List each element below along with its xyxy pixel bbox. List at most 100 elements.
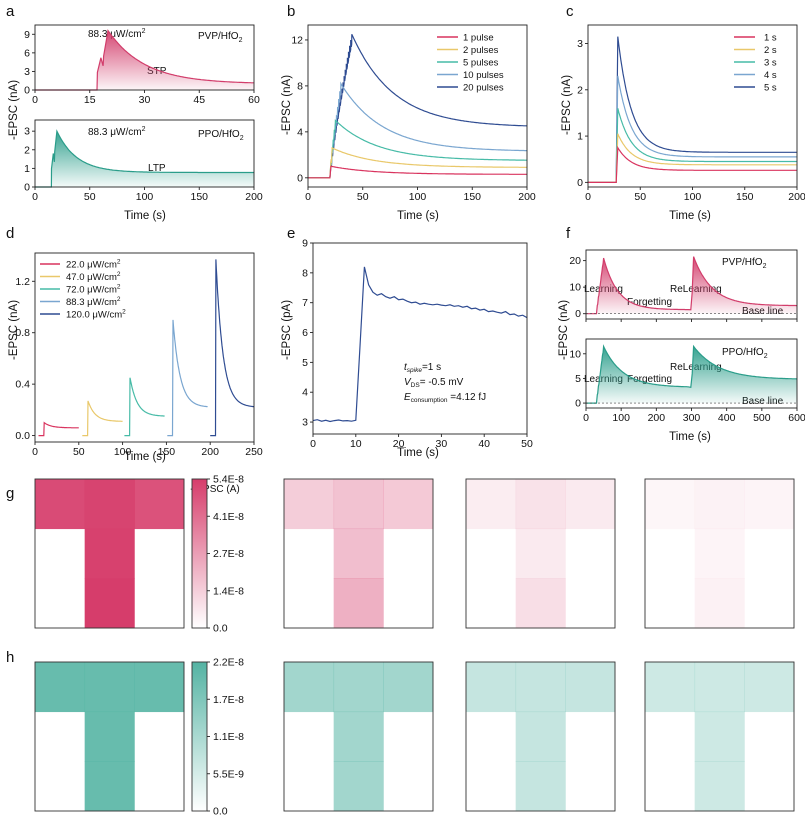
a-top-xtick-label: 0 bbox=[32, 94, 38, 106]
g-cell-0-0-2 bbox=[134, 479, 185, 530]
a-bottom-intensity: 88.3 μW/cm2 bbox=[88, 126, 146, 138]
g-cell-2-1-2 bbox=[565, 529, 615, 579]
g-cell-0-2-0 bbox=[35, 578, 85, 628]
f-bottom-xtick-label: 500 bbox=[753, 412, 771, 424]
g-colorbar-title: - EPSC (A) bbox=[190, 484, 239, 495]
a-bottom-ytick-label: 3 bbox=[24, 126, 30, 138]
e-ytick-label: 8 bbox=[302, 267, 308, 279]
g-colorbar-label: 0.0 bbox=[213, 623, 228, 635]
g-cell-1-2-2 bbox=[383, 578, 433, 628]
c-xtick-label: 100 bbox=[684, 191, 702, 203]
b-legend-label: 1 pulse bbox=[463, 33, 494, 44]
d-legend-label: 47.0 μW/cm2 bbox=[66, 271, 121, 283]
e-ytick-label: 4 bbox=[302, 387, 308, 399]
e-spike-annotation: tspike=1 s bbox=[404, 362, 441, 374]
f-bottom-ytick-label: 10 bbox=[569, 348, 581, 360]
a-bottom-device: PPO/HfO2 bbox=[198, 129, 244, 142]
e-ytick-label: 9 bbox=[302, 238, 308, 250]
e-vds-annotation: VDS= -0.5 mV bbox=[404, 377, 464, 389]
b-series-20-pulses bbox=[308, 33, 528, 179]
a-bottom-memory-label: LTP bbox=[148, 163, 166, 174]
panel-e-xlabel: Time (s) bbox=[397, 447, 439, 459]
h-cell-0-2-2 bbox=[134, 761, 184, 811]
h-cell-2-0-0 bbox=[466, 662, 517, 713]
f-bottom-area-fill bbox=[586, 346, 797, 404]
h-heatmap-frame-1 bbox=[283, 661, 434, 812]
h-cell-0-2-1 bbox=[84, 761, 135, 812]
e-xtick-label: 40 bbox=[478, 438, 490, 450]
f-bottom-ytick-label: 5 bbox=[575, 373, 581, 385]
h-cell-2-2-1 bbox=[515, 761, 566, 812]
f-bottom-device: PPO/HfO2 bbox=[722, 347, 768, 360]
b-legend-label: 2 pulses bbox=[463, 45, 499, 56]
d-ytick-label: 0.0 bbox=[15, 430, 30, 442]
g-cell-2-1-1 bbox=[515, 528, 566, 579]
panel-a-xlabel: Time (s) bbox=[124, 210, 166, 222]
panel-label-a: a bbox=[6, 3, 15, 20]
g-cell-2-2-2 bbox=[565, 578, 615, 628]
h-heatmap-frame-2 bbox=[465, 661, 616, 812]
a-bottom-series-line bbox=[35, 129, 254, 188]
e-xtick-label: 30 bbox=[436, 438, 448, 450]
g-cell-0-2-1 bbox=[84, 578, 135, 629]
a-bottom-xtick-label: 100 bbox=[136, 191, 154, 203]
c-xtick-label: 200 bbox=[788, 191, 805, 203]
g-cell-0-0-1 bbox=[84, 479, 135, 530]
panel-e-ylabel: -EPSC (pA) bbox=[281, 300, 293, 360]
h-cell-3-0-2 bbox=[744, 662, 795, 713]
d-legend-label: 22.0 μW/cm2 bbox=[66, 259, 121, 271]
h-cell-1-1-2 bbox=[383, 712, 433, 762]
a-bottom-ytick-label: 1 bbox=[24, 163, 30, 175]
a-top-xtick-label: 30 bbox=[139, 94, 151, 106]
b-series-1-pulse bbox=[308, 165, 527, 179]
c-xtick-label: 50 bbox=[634, 191, 646, 203]
h-cell-1-0-1 bbox=[333, 662, 384, 713]
g-cell-1-0-1 bbox=[333, 479, 384, 530]
g-cell-3-2-2 bbox=[744, 578, 794, 628]
h-cell-0-1-0 bbox=[35, 712, 85, 762]
d-legend-label: 72.0 μW/cm2 bbox=[66, 284, 121, 296]
h-colorbar bbox=[191, 661, 208, 812]
h-cell-0-0-0 bbox=[35, 662, 86, 713]
g-cell-3-2-1 bbox=[694, 578, 745, 629]
e-energy-annotation: Econsumption =4.12 fJ bbox=[404, 392, 486, 404]
f-bottom-ytick-label: 0 bbox=[575, 398, 581, 410]
d-series-4 bbox=[210, 259, 254, 437]
h-cell-1-2-2 bbox=[383, 761, 433, 811]
f-bottom-forgetting: Forgetting bbox=[627, 374, 672, 385]
g-colorbar-label: 5.4E-8 bbox=[213, 474, 244, 486]
c-legend-label: 2 s bbox=[764, 45, 777, 56]
e-xtick-label: 20 bbox=[393, 438, 405, 450]
h-cell-3-1-2 bbox=[744, 712, 794, 762]
g-heatmap-frame-0 bbox=[34, 478, 185, 629]
g-colorbar-label: 1.4E-8 bbox=[213, 585, 244, 597]
a-bottom-xtick-label: 150 bbox=[190, 191, 208, 203]
d-series-3 bbox=[167, 319, 208, 437]
f-bottom-xtick-label: 200 bbox=[648, 412, 666, 424]
g-cell-2-0-2 bbox=[565, 479, 616, 530]
h-cell-3-1-0 bbox=[645, 712, 695, 762]
g-cell-0-2-2 bbox=[134, 578, 184, 628]
g-colorbar-label: 2.7E-8 bbox=[213, 548, 244, 560]
e-ytick-label: 3 bbox=[302, 417, 308, 429]
f-top-device: PVP/HfO2 bbox=[722, 257, 767, 270]
a-top-ytick-label: 3 bbox=[24, 66, 30, 78]
b-ytick-label: 4 bbox=[297, 126, 303, 138]
panel-label-b: b bbox=[287, 3, 295, 20]
a-bottom-xtick-label: 200 bbox=[245, 191, 263, 203]
a-top-xtick-label: 15 bbox=[84, 94, 96, 106]
d-series-1 bbox=[82, 400, 123, 437]
f-bottom-xtick-label: 400 bbox=[718, 412, 736, 424]
g-cell-1-1-1 bbox=[333, 528, 384, 579]
g-cell-1-1-2 bbox=[383, 529, 433, 579]
g-cell-3-2-0 bbox=[645, 578, 695, 628]
g-heatmap-frame-3 bbox=[644, 478, 795, 629]
g-cell-1-2-0 bbox=[284, 578, 334, 628]
c-legend-label: 5 s bbox=[764, 83, 777, 94]
g-cell-1-0-2 bbox=[383, 479, 434, 530]
a-bottom-ytick-label: 2 bbox=[24, 144, 30, 156]
a-bottom-xtick-label: 50 bbox=[84, 191, 96, 203]
h-cell-2-1-0 bbox=[466, 712, 516, 762]
h-cell-2-1-1 bbox=[515, 711, 566, 762]
